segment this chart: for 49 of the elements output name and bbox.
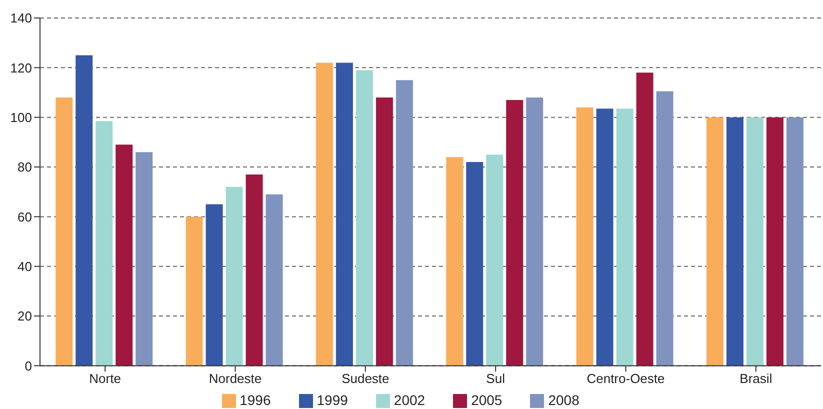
x-tick-label: Sudeste bbox=[342, 370, 390, 386]
bar bbox=[726, 117, 744, 366]
y-tick-label: 20 bbox=[18, 308, 32, 324]
bar bbox=[56, 97, 73, 366]
bar bbox=[226, 186, 243, 366]
bar bbox=[316, 62, 333, 366]
y-tick-label: 120 bbox=[10, 60, 32, 76]
bar bbox=[376, 97, 393, 366]
y-tick-label: 80 bbox=[18, 160, 32, 175]
x-tick-label: Brasil bbox=[740, 370, 772, 386]
legend-label: 2002 bbox=[394, 392, 426, 408]
bar bbox=[766, 117, 784, 366]
legend-label: 1999 bbox=[316, 392, 348, 408]
bar bbox=[206, 204, 223, 366]
bar bbox=[136, 152, 153, 366]
bar bbox=[706, 117, 724, 366]
legend-label: 1996 bbox=[240, 392, 271, 408]
x-tick-label: Nordeste bbox=[208, 370, 262, 386]
x-tick-label: Sul bbox=[486, 370, 506, 386]
bar bbox=[616, 108, 634, 366]
legend-label: 2008 bbox=[548, 392, 580, 408]
bar bbox=[336, 62, 353, 366]
bar bbox=[116, 144, 133, 366]
bar bbox=[576, 107, 594, 366]
bar bbox=[506, 100, 524, 366]
bar bbox=[526, 97, 544, 366]
y-tick-label: 140 bbox=[10, 10, 32, 26]
bar bbox=[76, 55, 93, 366]
bar bbox=[356, 70, 373, 366]
bar bbox=[186, 216, 203, 366]
y-tick-label: 0 bbox=[24, 358, 32, 374]
bar bbox=[396, 80, 413, 366]
bar bbox=[246, 174, 263, 366]
x-tick-label: Norte bbox=[89, 370, 121, 386]
y-tick-label: 60 bbox=[18, 209, 32, 224]
bar bbox=[96, 121, 113, 366]
bar bbox=[786, 117, 804, 366]
bar bbox=[656, 91, 674, 366]
bar bbox=[266, 194, 283, 366]
y-tick-label: 40 bbox=[18, 258, 32, 274]
bar bbox=[466, 162, 484, 366]
bar bbox=[596, 108, 614, 366]
y-tick-label: 100 bbox=[10, 110, 32, 125]
bar bbox=[486, 154, 504, 366]
x-tick-label: Centro-Oeste bbox=[586, 370, 665, 386]
legend-label: 2005 bbox=[471, 392, 502, 408]
bar bbox=[636, 72, 654, 366]
bar bbox=[746, 117, 764, 366]
bar bbox=[446, 157, 464, 366]
